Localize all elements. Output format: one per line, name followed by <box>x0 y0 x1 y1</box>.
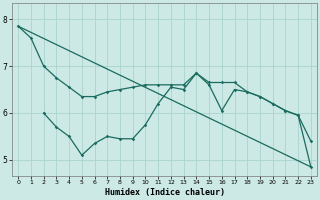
X-axis label: Humidex (Indice chaleur): Humidex (Indice chaleur) <box>105 188 225 197</box>
